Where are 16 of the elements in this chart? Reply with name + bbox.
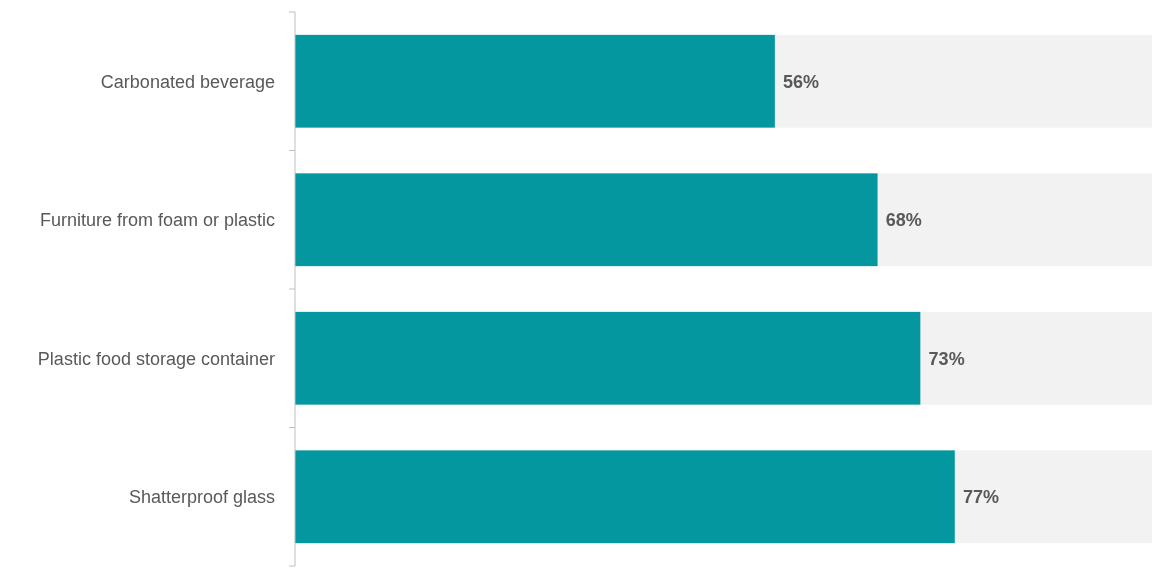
bar xyxy=(954,450,1152,544)
bar xyxy=(295,311,921,405)
bar xyxy=(774,34,1152,128)
bar xyxy=(920,311,1152,405)
y-tick-label: Carbonated beverage xyxy=(100,71,275,92)
y-tick-label: Plastic food storage container xyxy=(37,348,275,369)
data-label: 73% xyxy=(928,348,965,369)
bar xyxy=(295,34,775,128)
bar xyxy=(295,173,878,267)
bar xyxy=(877,173,1152,267)
data-label: 68% xyxy=(885,210,922,231)
y-tick-label: Furniture from foam or plastic xyxy=(39,210,275,231)
bar xyxy=(295,450,955,544)
data-label: 77% xyxy=(962,487,999,508)
data-label: 56% xyxy=(782,71,819,92)
y-tick-label: Shatterproof glass xyxy=(128,487,275,508)
